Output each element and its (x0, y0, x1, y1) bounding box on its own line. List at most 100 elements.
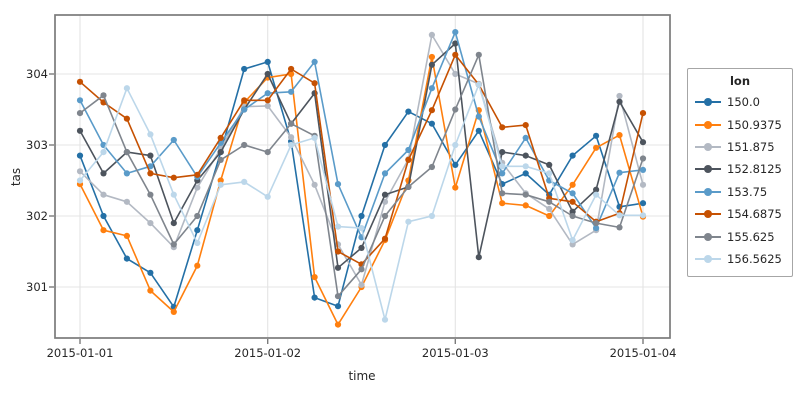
series-marker-150.0 (428, 120, 435, 127)
legend-title: lon (729, 74, 751, 88)
series-marker-150.0 (311, 294, 318, 301)
series-marker-153.75 (264, 90, 271, 97)
x-tick-label: 2015-01-03 (421, 346, 489, 360)
series-marker-153.75 (593, 225, 600, 232)
y-tick-label: 302 (26, 209, 48, 223)
x-tick-label: 2015-01-04 (609, 346, 677, 360)
series-line-154.6875 (79, 53, 644, 266)
series-marker-152.8125 (334, 264, 342, 271)
x-tick-label: 2015-01-01 (46, 346, 114, 360)
series-marker-154.6875 (311, 80, 318, 87)
series-marker-155.625 (170, 241, 177, 248)
legend-item-label: 150.0 (727, 95, 760, 110)
series-line-152.8125 (79, 42, 644, 269)
series-marker-152.8125 (639, 139, 647, 146)
legend-line-marker-icon (695, 120, 721, 130)
legend-item: 150.0 (688, 91, 792, 113)
legend-line-marker-icon (695, 232, 721, 242)
series-marker-152.8125 (264, 70, 271, 78)
series-marker-154.6875 (264, 97, 271, 104)
series-marker-150.0 (522, 170, 529, 177)
series-marker-150.9375 (522, 202, 529, 209)
series-marker-151.875 (546, 205, 553, 212)
series-marker-151.875 (452, 70, 459, 78)
series-marker-155.625 (475, 51, 482, 58)
series-marker-154.6875 (405, 156, 412, 163)
legend-item: 153.75 (688, 181, 792, 203)
series-marker-150.9375 (217, 177, 224, 184)
y-axis-label: tas (9, 167, 23, 187)
series-marker-151.875 (569, 241, 576, 248)
series-marker-154.6875 (428, 107, 435, 114)
series-marker-151.875 (76, 168, 84, 175)
series-marker-150.0 (123, 255, 130, 262)
series-marker-153.75 (170, 136, 177, 144)
series-marker-150.0 (264, 58, 271, 65)
series-marker-150.0 (452, 161, 459, 168)
series-marker-156.5625 (100, 149, 107, 156)
series-marker-151.875 (639, 181, 647, 188)
series-marker-150.0 (334, 303, 342, 310)
series-marker-156.5625 (452, 141, 459, 149)
series-marker-155.625 (499, 190, 506, 197)
series-marker-156.5625 (288, 141, 295, 149)
series-marker-156.5625 (475, 81, 482, 88)
series-marker-152.8125 (522, 152, 529, 159)
legend: lon 150.0 150.9375 151.875 152.8125 153.75 15… (687, 68, 793, 277)
series-marker-155.625 (639, 155, 647, 162)
y-tick-label: 304 (26, 67, 48, 81)
series-marker-155.625 (546, 198, 553, 205)
series-marker-154.6875 (147, 170, 154, 177)
legend-line-marker-icon (695, 97, 721, 107)
series-marker-156.5625 (639, 212, 647, 219)
series-marker-150.9375 (616, 132, 623, 139)
series-marker-151.875 (428, 31, 435, 38)
x-axis-label: time (348, 369, 376, 383)
legend-items: 150.0 150.9375 151.875 152.8125 153.75 154.68… (688, 91, 792, 270)
legend-item-label: 150.9375 (727, 117, 782, 132)
legend-item-label: 154.6875 (727, 207, 782, 222)
series-marker-150.9375 (428, 53, 435, 61)
series-marker-152.8125 (170, 220, 177, 227)
series-marker-154.6875 (452, 51, 459, 58)
series-marker-156.5625 (522, 163, 529, 170)
series-marker-153.75 (452, 28, 459, 36)
series-marker-154.6875 (288, 65, 295, 73)
series-marker-152.8125 (76, 127, 84, 134)
y-tick-label: 301 (26, 280, 48, 294)
series-marker-156.5625 (311, 134, 318, 141)
series-marker-152.8125 (593, 186, 600, 193)
legend-item: 152.8125 (688, 158, 792, 180)
series-marker-156.5625 (358, 225, 365, 232)
legend-line-marker-icon (695, 187, 721, 197)
series-marker-153.75 (569, 190, 576, 197)
series-marker-156.5625 (334, 223, 342, 230)
series-marker-154.6875 (522, 122, 529, 129)
legend-line-marker-icon (695, 254, 721, 264)
series-marker-155.625 (593, 220, 600, 227)
series-marker-155.625 (405, 183, 412, 190)
series-marker-154.6875 (569, 198, 576, 205)
series-marker-156.5625 (593, 191, 600, 198)
series-marker-150.9375 (569, 181, 576, 188)
legend-item: 155.625 (688, 225, 792, 247)
series-marker-150.0 (475, 127, 482, 134)
series-marker-155.625 (147, 191, 154, 198)
series-marker-151.875 (100, 191, 107, 198)
series-marker-155.625 (288, 120, 295, 127)
series-marker-153.75 (381, 170, 389, 177)
series-marker-151.875 (358, 281, 365, 288)
series-marker-153.75 (616, 169, 623, 176)
series-marker-151.875 (311, 181, 318, 188)
series-marker-152.8125 (381, 191, 389, 198)
series-marker-150.9375 (546, 212, 553, 220)
series-marker-155.625 (428, 163, 435, 171)
series-marker-155.625 (381, 212, 389, 220)
series-marker-153.75 (334, 181, 342, 188)
series-marker-153.75 (288, 88, 295, 95)
series-marker-153.75 (639, 166, 647, 173)
series-marker-154.6875 (194, 171, 201, 178)
series-marker-154.6875 (123, 115, 130, 122)
series-marker-150.9375 (452, 184, 459, 191)
series-marker-155.625 (194, 212, 201, 220)
